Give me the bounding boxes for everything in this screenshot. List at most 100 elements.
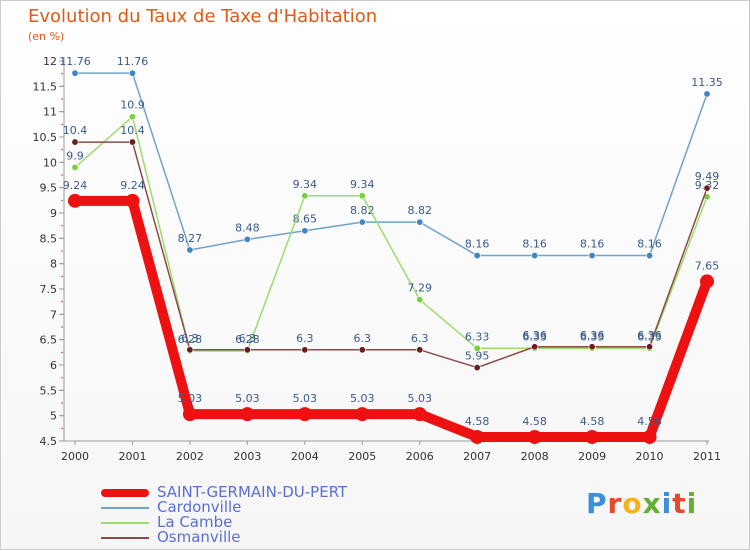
proxiti-logo: Proxiti — [586, 487, 698, 520]
data-point-osmanville — [128, 138, 136, 146]
x-tick-label: 2005 — [348, 450, 376, 463]
data-label-cardonville: 8.16 — [522, 238, 547, 251]
data-point-osmanville — [243, 346, 251, 354]
y-tick-label: 11 — [43, 106, 57, 119]
y-tick-label: 7.5 — [40, 283, 58, 296]
unit-label: (en %) — [28, 30, 65, 43]
data-point-saint-germain-du-pert — [125, 193, 140, 208]
y-tick-label: 7 — [50, 308, 57, 321]
legend-label: SAINT-GERMAIN-DU-PERT — [157, 483, 348, 501]
data-point-osmanville — [416, 346, 424, 354]
x-tick-label: 2006 — [406, 450, 434, 463]
y-tick-label: 9 — [50, 207, 57, 220]
data-point-osmanville — [703, 184, 711, 192]
legend-swatch — [101, 521, 149, 524]
data-point-la-cambe — [128, 113, 136, 121]
data-point-cardonville — [301, 227, 309, 235]
data-point-saint-germain-du-pert — [68, 193, 82, 208]
x-tick-label: 2000 — [61, 450, 89, 463]
data-point-osmanville — [531, 343, 539, 351]
x-tick-label: 2001 — [118, 450, 146, 463]
y-tick-label: 8.5 — [40, 232, 58, 245]
data-label-la-cambe: 6.28 — [178, 333, 203, 346]
legend-item-cardonville: Cardonville — [101, 500, 347, 515]
data-label-saint-germain-du-pert: 4.58 — [465, 415, 490, 428]
data-label-saint-germain-du-pert: 9.24 — [120, 179, 145, 192]
y-tick-label: 8 — [50, 258, 57, 271]
data-point-saint-germain-du-pert — [355, 407, 370, 422]
data-point-cardonville — [186, 246, 194, 254]
data-point-saint-germain-du-pert — [240, 407, 255, 422]
y-tick-label: 9.5 — [40, 182, 58, 195]
data-label-cardonville: 8.65 — [293, 213, 318, 226]
data-point-la-cambe — [358, 192, 366, 200]
data-point-osmanville — [71, 138, 79, 146]
y-tick-label: 11.5 — [33, 80, 58, 93]
data-label-cardonville: 8.16 — [465, 238, 490, 251]
data-point-saint-germain-du-pert — [527, 429, 542, 444]
data-point-osmanville — [358, 346, 366, 354]
legend: SAINT-GERMAIN-DU-PERT Cardonville La Cam… — [101, 485, 347, 545]
series-line-cardonville — [74, 72, 708, 257]
data-point-cardonville — [128, 69, 136, 77]
y-tick-label: 6 — [50, 359, 57, 372]
legend-swatch — [101, 536, 149, 539]
data-label-osmanville: 6.3 — [296, 332, 314, 345]
y-tick-label: 5.5 — [40, 384, 58, 397]
y-tick-label: 6.5 — [40, 334, 58, 347]
data-label-la-cambe: 6.33 — [522, 330, 547, 343]
x-tick-label: 2003 — [233, 450, 261, 463]
data-label-cardonville: 11.76 — [117, 55, 149, 68]
data-label-la-cambe: 9.9 — [66, 149, 84, 162]
x-tick-label: 2008 — [521, 450, 549, 463]
x-tick-label: 2007 — [463, 450, 491, 463]
data-point-osmanville — [186, 346, 194, 354]
data-point-osmanville — [646, 343, 654, 351]
x-tick-label: 2004 — [291, 450, 319, 463]
data-label-osmanville: 9.49 — [695, 170, 720, 183]
data-label-saint-germain-du-pert: 4.58 — [580, 415, 605, 428]
data-label-la-cambe: 10.9 — [120, 99, 145, 112]
data-label-osmanville: 6.3 — [181, 332, 199, 345]
data-label-osmanville: 6.36 — [580, 329, 605, 342]
legend-swatch — [101, 506, 149, 509]
data-label-saint-germain-du-pert: 4.58 — [637, 415, 662, 428]
data-point-cardonville — [531, 252, 539, 260]
chart-title: Evolution du Taux de Taxe d'Habitation — [28, 6, 378, 27]
data-label-saint-germain-du-pert: 4.58 — [522, 415, 547, 428]
data-point-saint-germain-du-pert — [412, 407, 427, 422]
data-point-saint-germain-du-pert — [700, 274, 714, 289]
data-point-cardonville — [703, 90, 711, 98]
data-point-cardonville — [243, 235, 251, 243]
data-label-cardonville: 11.35 — [691, 76, 723, 89]
data-point-saint-germain-du-pert — [585, 429, 600, 444]
data-label-la-cambe: 9.34 — [293, 178, 318, 191]
data-label-saint-germain-du-pert: 5.03 — [178, 392, 203, 405]
series-line-osmanville — [74, 141, 708, 369]
data-label-saint-germain-du-pert: 5.03 — [235, 392, 260, 405]
data-label-osmanville: 10.4 — [63, 124, 88, 137]
data-label-cardonville: 8.48 — [235, 221, 260, 234]
data-point-saint-germain-du-pert — [297, 407, 312, 422]
data-label-saint-germain-du-pert: 9.24 — [63, 179, 88, 192]
series-line-saint-germain-du-pert — [70, 195, 712, 442]
data-point-saint-germain-du-pert — [642, 429, 657, 444]
legend-swatch — [101, 488, 149, 497]
series-line-la-cambe — [74, 115, 708, 352]
y-tick-label: 10.5 — [33, 131, 58, 144]
legend-item-la-cambe: La Cambe — [101, 515, 347, 530]
legend-item-saint-germain-du-pert: SAINT-GERMAIN-DU-PERT — [101, 485, 347, 500]
data-point-cardonville — [358, 218, 366, 226]
data-label-osmanville: 6.3 — [239, 332, 257, 345]
y-tick-label: 4.5 — [40, 435, 58, 448]
data-label-la-cambe: 9.34 — [350, 178, 375, 191]
data-label-osmanville: 6.3 — [354, 332, 372, 345]
legend-label: Cardonville — [157, 498, 242, 516]
data-label-cardonville: 8.16 — [580, 238, 605, 251]
data-point-saint-germain-du-pert — [470, 429, 485, 444]
data-point-saint-germain-du-pert — [182, 407, 197, 422]
data-point-osmanville — [588, 343, 596, 351]
data-point-la-cambe — [473, 344, 481, 352]
